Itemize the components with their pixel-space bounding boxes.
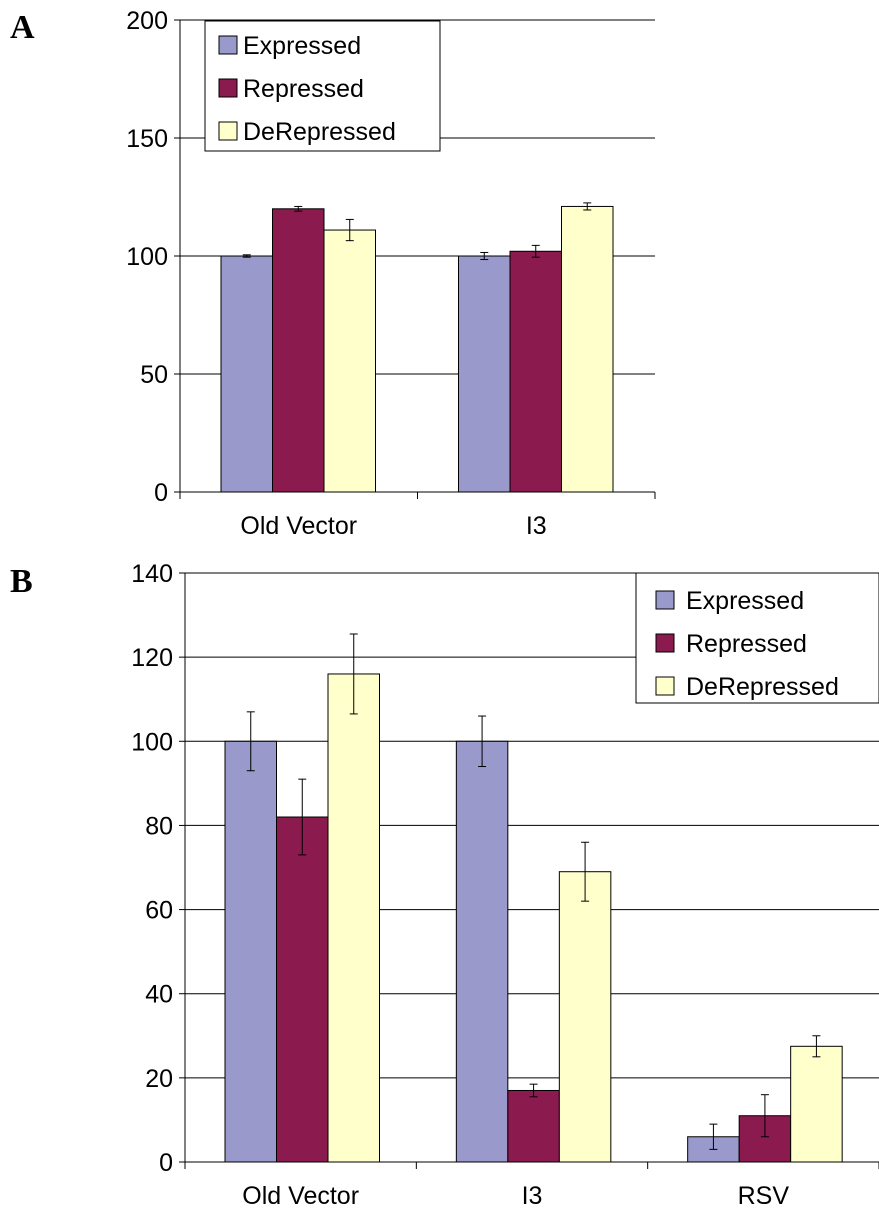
panel-a-legend-swatch-expressed bbox=[218, 35, 238, 55]
panel-a-y-tick-label: 100 bbox=[126, 243, 168, 271]
panel-a-bar-repressed-old-vector bbox=[272, 208, 325, 493]
panel-b-bar-expressed-old-vector bbox=[224, 740, 277, 1163]
panel-b-x-tick-label-old-vector: Old Vector bbox=[242, 1182, 359, 1210]
panel-a-legend-box bbox=[204, 20, 441, 152]
panel-b-legend-label-derepressed: DeRepressed bbox=[686, 673, 839, 701]
panel-a-y-tick-label: 0 bbox=[154, 479, 168, 507]
panel-b-y-tick-label: 20 bbox=[145, 1065, 173, 1093]
panel-a-chart: 0 50 100 150 200 Old Vector I3 Expressed Repress… bbox=[126, 7, 656, 540]
panel-b-legend-swatch-derepressed bbox=[655, 676, 675, 696]
panel-a-legend: Expressed Repressed DeRepressed bbox=[204, 20, 441, 152]
panel-b-legend-swatch-repressed bbox=[655, 633, 675, 653]
panel-b-legend-label-repressed: Repressed bbox=[686, 630, 807, 658]
panel-a-bar-expressed-i3 bbox=[458, 255, 511, 493]
panel-a-bar-repressed-i3 bbox=[509, 250, 562, 493]
panel-a-legend-swatch-derepressed bbox=[218, 121, 238, 141]
panel-b-label: B bbox=[10, 563, 33, 600]
panel-b-x-tick-label-i3: I3 bbox=[522, 1182, 543, 1210]
panel-a-bar-expressed-old-vector bbox=[220, 255, 273, 493]
panel-b-y-tick-label: 40 bbox=[145, 981, 173, 1009]
panel-b-legend-swatch-expressed bbox=[655, 590, 675, 610]
panel-a-legend-label-expressed: Expressed bbox=[243, 32, 361, 60]
panel-a-x-tick-label-old-vector: Old Vector bbox=[240, 512, 357, 540]
panel-b-y-tick-label: 100 bbox=[131, 728, 173, 756]
panel-b-bar-derepressed-old-vector bbox=[327, 673, 380, 1163]
panel-a-legend-swatch-repressed bbox=[218, 78, 238, 98]
panel-b-bar-derepressed-rsv bbox=[790, 1045, 843, 1163]
panel-a-y-tick-label: 50 bbox=[140, 361, 168, 389]
panel-a-y-tick-label: 150 bbox=[126, 125, 168, 153]
panel-b-y-tick-label: 60 bbox=[145, 897, 173, 925]
panel-b-x-tick-label-rsv: RSV bbox=[738, 1182, 790, 1210]
panel-b-y-tick-label: 140 bbox=[131, 560, 173, 588]
panel-a-label: A bbox=[10, 9, 35, 46]
panel-b-bar-expressed-i3 bbox=[455, 740, 509, 1163]
panel-b-bar-repressed-old-vector bbox=[276, 816, 329, 1163]
panel-b-legend-box bbox=[635, 572, 879, 704]
panel-b-y-tick-label: 80 bbox=[145, 812, 173, 840]
panel-a-bar-derepressed-old-vector bbox=[323, 229, 376, 493]
panel-a-y-tick-label: 200 bbox=[126, 7, 168, 35]
panel-b-legend: Expressed Repressed DeRepressed bbox=[635, 572, 879, 704]
panel-a-x-tick-label-i3: I3 bbox=[526, 512, 547, 540]
panel-b-bar-repressed-i3 bbox=[507, 1089, 560, 1163]
panel-b-y-tick-label: 120 bbox=[131, 644, 173, 672]
panel-b-y-tick-label: 0 bbox=[159, 1149, 173, 1177]
panel-a-legend-label-derepressed: DeRepressed bbox=[243, 118, 396, 146]
panel-b-chart: 0 20 40 60 80 100 120 140 Old Vector I3 RSV Express… bbox=[131, 560, 879, 1210]
panel-b-legend-label-expressed: Expressed bbox=[686, 587, 804, 615]
panel-a-bar-derepressed-i3 bbox=[561, 205, 614, 493]
panel-a-legend-label-repressed: Repressed bbox=[243, 75, 364, 103]
panel-b-bar-derepressed-i3 bbox=[558, 871, 612, 1163]
